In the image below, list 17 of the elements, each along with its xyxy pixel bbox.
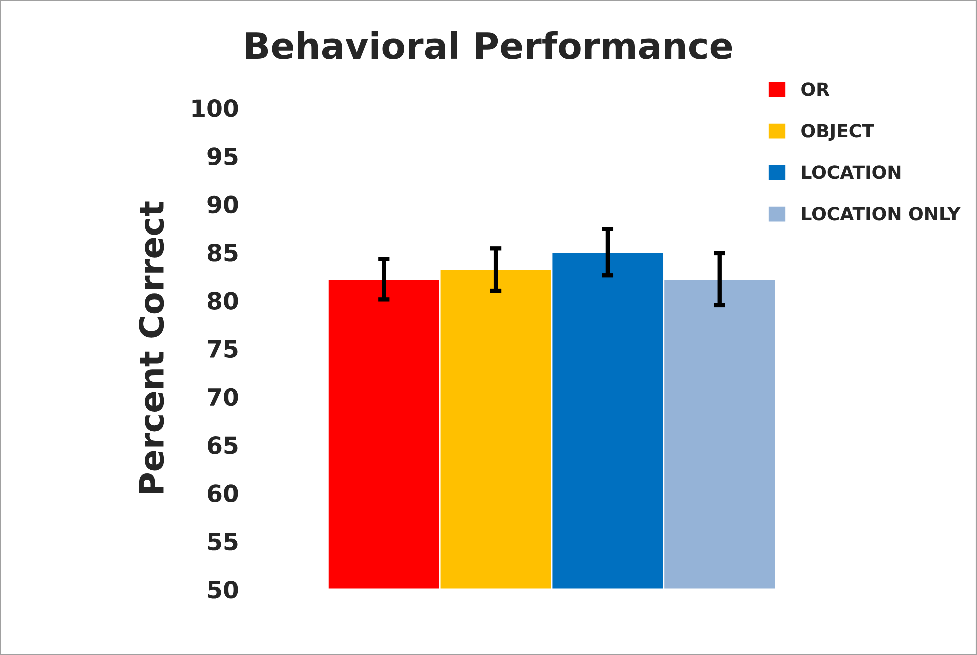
y-tick-label: 80 (208, 292, 238, 310)
chart-title: Behavioral Performance (246, 32, 732, 60)
legend-label: OR (802, 82, 830, 96)
y-tick-label: 60 (208, 484, 238, 503)
y-tick-label: 95 (208, 148, 238, 166)
y-tick-label: 50 (208, 580, 238, 599)
y-tick-label: 65 (208, 436, 238, 454)
y-tick-label: 70 (208, 388, 238, 406)
y-axis-title: Percent Correct (138, 202, 164, 494)
legend-label: LOCATION (802, 166, 901, 180)
y-tick-label: 75 (208, 340, 238, 358)
y-tick-label: 55 (208, 533, 238, 551)
legend-label: LOCATION ONLY (802, 207, 961, 221)
y-tick-label: 85 (208, 244, 238, 262)
y-tick-label: 100 (192, 100, 238, 118)
y-tick-label: 90 (208, 196, 238, 214)
legend-label: OBJECT (802, 124, 874, 142)
